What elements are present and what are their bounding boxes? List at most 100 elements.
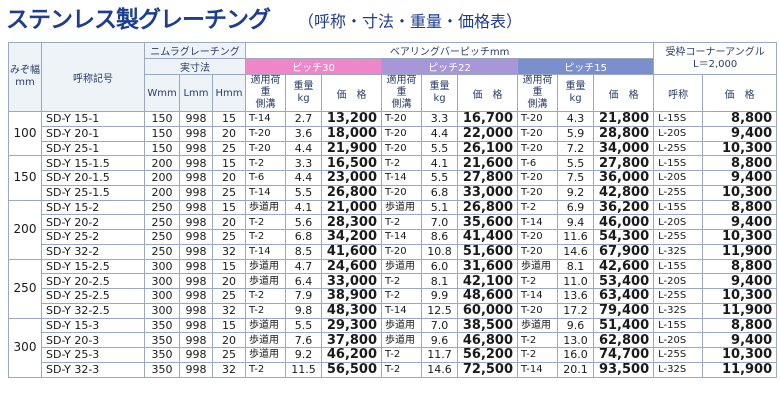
cell-price-22: 56,200	[457, 347, 519, 363]
header-code: 呼称記号	[41, 42, 145, 112]
cell-weight-15: 9.2	[557, 184, 595, 201]
header-H: Hmm	[211, 74, 247, 112]
cell-code: SD-Y 25-1	[41, 140, 145, 157]
header-pitch30: ピッチ30	[245, 58, 383, 75]
cell-weight-30: 4.1	[285, 199, 323, 216]
page-title: ステンレス製グレーチング （呼称・寸法・重量・価格表）	[0, 0, 780, 40]
cell-price-30: 41,600	[321, 243, 383, 260]
cell-dim-w: 150	[144, 140, 180, 157]
cell-dim-h: 25	[211, 184, 247, 201]
cell-code: SD-Y 32-2.5	[41, 302, 145, 319]
table-row: SD-Y 25-1.5 200 998 25 T-14 5.5 26,800 T-20 6.8 3…	[9, 184, 778, 201]
cell-load-30: 歩道用	[245, 199, 287, 216]
cell-angle-code: L-25S	[653, 184, 704, 201]
cell-angle-price: 8,800	[702, 111, 778, 127]
table-row: SD-Y 25-2.5 300 998 25 T-2 7.9 38,900 T-2 9.9 48,…	[9, 288, 778, 304]
cell-weight-15: 11.0	[557, 273, 595, 289]
cell-load-15: T-20	[517, 170, 559, 186]
cell-weight-22: 9.6	[421, 332, 459, 348]
cell-load-22: T-2	[381, 288, 423, 304]
header-weight15: 重量 kg	[557, 74, 595, 112]
group-width: 250	[8, 258, 42, 319]
cell-price-22: 60,000	[457, 302, 519, 319]
cell-dim-w: 250	[144, 243, 180, 260]
table-row: SD-Y 32-3 350 998 32 T-2 11.5 56,500 T-2 14.6 72,…	[9, 361, 778, 378]
cell-angle-code: L-20S	[653, 170, 704, 186]
cell-code: SD-Y 15-3	[41, 317, 145, 334]
cell-dim-h: 32	[211, 302, 247, 319]
cell-price-15: 36,000	[593, 170, 655, 186]
cell-weight-30: 11.5	[285, 361, 323, 378]
cell-dim-w: 200	[144, 155, 180, 171]
cell-price-30: 33,000	[321, 273, 383, 289]
cell-angle-code: L-15S	[653, 258, 704, 275]
cell-weight-22: 4.4	[421, 125, 459, 142]
cell-dim-h: 32	[211, 243, 247, 260]
cell-code: SD-Y 32-3	[41, 361, 145, 378]
cell-load-30: T-20	[245, 140, 287, 157]
cell-weight-22: 5.5	[421, 170, 459, 186]
cell-angle-code: L-25S	[653, 347, 704, 363]
table-row: 150 SD-Y 15-1.5 200 998 15 T-2 3.3 16,500 T-2 4.1…	[8, 155, 778, 201]
cell-weight-30: 7.9	[285, 288, 323, 304]
cell-price-15: 42,800	[593, 184, 655, 201]
cell-dim-l: 998	[179, 273, 213, 289]
cell-load-30: T-2	[245, 229, 287, 245]
cell-load-30: 歩道用	[245, 332, 287, 348]
cell-price-22: 51,600	[457, 243, 519, 260]
cell-load-15: T-20	[517, 184, 559, 201]
cell-code: SD-Y 20-2	[41, 214, 145, 230]
cell-angle-code: L-32S	[653, 361, 704, 378]
cell-weight-30: 8.5	[285, 243, 323, 260]
cell-angle-price: 11,900	[702, 243, 778, 260]
cell-dim-h: 32	[211, 361, 247, 378]
header-pitch15: ピッチ15	[517, 58, 655, 75]
cell-load-15: 歩道用	[517, 258, 559, 275]
cell-load-15: T-20	[517, 111, 559, 127]
cell-price-30: 37,800	[321, 332, 383, 348]
header-W: Wmm	[144, 74, 180, 112]
cell-dim-w: 300	[144, 302, 180, 319]
cell-price-22: 35,600	[457, 214, 519, 230]
cell-dim-w: 200	[144, 184, 180, 201]
cell-weight-15: 7.2	[557, 140, 595, 157]
cell-weight-30: 4.4	[285, 170, 323, 186]
cell-dim-l: 998	[179, 258, 213, 275]
cell-dim-h: 20	[211, 214, 247, 230]
cell-weight-15: 4.3	[557, 111, 595, 127]
table-row: SD-Y 20-1.5 200 998 20 T-6 4.4 23,000 T-14 5.5 27…	[9, 170, 778, 186]
cell-weight-22: 3.3	[421, 111, 459, 127]
cell-load-30: T-2	[245, 302, 287, 319]
cell-price-30: 38,900	[321, 288, 383, 304]
cell-price-30: 23,000	[321, 170, 383, 186]
cell-dim-l: 998	[179, 111, 213, 127]
cell-dim-w: 150	[144, 111, 180, 127]
cell-angle-price: 9,400	[702, 332, 778, 348]
cell-price-22: 21,600	[457, 155, 519, 171]
cell-price-15: 53,400	[593, 273, 655, 289]
group-width: 100	[8, 110, 42, 157]
cell-price-15: 74,700	[593, 347, 655, 363]
cell-weight-15: 14.6	[557, 243, 595, 260]
cell-load-22: T-20	[381, 184, 423, 201]
cell-weight-30: 6.4	[285, 273, 323, 289]
cell-dim-l: 998	[179, 125, 213, 142]
header-price30: 価 格	[321, 74, 383, 112]
header-bearing: ベアリングバーピッチmm	[245, 42, 655, 59]
cell-dim-h: 15	[211, 258, 247, 275]
cell-dim-l: 998	[179, 332, 213, 348]
header-pitch22: ピッチ22	[381, 58, 519, 75]
cell-dim-w: 350	[144, 332, 180, 348]
cell-load-30: 歩道用	[245, 317, 287, 334]
cell-load-15: T-20	[517, 140, 559, 157]
cell-dim-l: 998	[179, 170, 213, 186]
cell-code: SD-Y 20-1.5	[41, 170, 145, 186]
cell-price-22: 46,800	[457, 332, 519, 348]
cell-load-22: 歩道用	[381, 317, 423, 334]
cell-weight-22: 8.1	[421, 273, 459, 289]
cell-dim-l: 998	[179, 199, 213, 216]
cell-load-15: T-2	[517, 199, 559, 216]
cell-price-22: 33,000	[457, 184, 519, 201]
header-load30: 適用荷重 側溝	[245, 74, 287, 112]
cell-weight-30: 5.6	[285, 214, 323, 230]
